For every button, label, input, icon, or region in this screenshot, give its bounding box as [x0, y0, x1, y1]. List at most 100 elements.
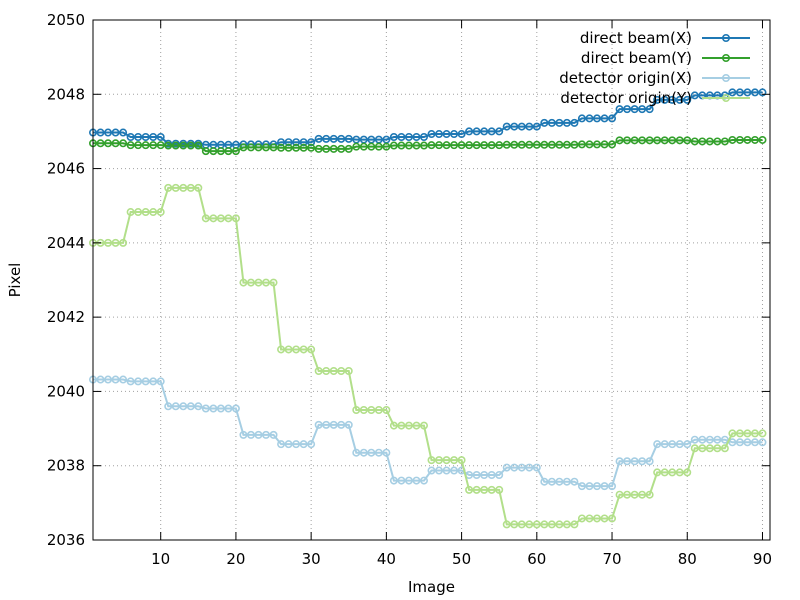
data-point	[660, 440, 669, 449]
data-point	[164, 141, 173, 150]
data-point	[638, 136, 647, 145]
data-point	[254, 430, 263, 439]
data-point	[735, 88, 744, 97]
data-point	[382, 448, 391, 457]
data-point	[412, 476, 421, 485]
data-point	[216, 147, 225, 156]
data-point	[638, 490, 647, 499]
data-point	[239, 430, 248, 439]
data-point	[292, 345, 301, 354]
data-point	[472, 470, 481, 479]
data-point	[194, 402, 203, 411]
data-point	[435, 141, 444, 150]
data-point	[269, 430, 278, 439]
data-point	[404, 133, 413, 142]
data-point	[284, 143, 293, 152]
data-point	[119, 375, 128, 384]
data-point	[292, 143, 301, 152]
data-point	[728, 135, 737, 144]
data-point	[299, 138, 308, 147]
data-point	[171, 141, 180, 150]
y-axis-title: Pixel	[6, 263, 24, 298]
data-point	[419, 141, 428, 150]
data-point	[134, 377, 143, 386]
data-point	[743, 438, 752, 447]
data-point	[104, 128, 113, 137]
data-point	[480, 141, 489, 150]
data-point	[487, 485, 496, 494]
data-point	[374, 448, 383, 457]
data-point	[134, 141, 143, 150]
data-point	[495, 127, 504, 136]
data-point	[435, 466, 444, 475]
data-point	[570, 477, 579, 486]
data-point	[600, 482, 609, 491]
data-point	[322, 420, 331, 429]
data-point	[442, 130, 451, 139]
data-point	[337, 134, 346, 143]
data-point	[96, 375, 105, 384]
data-point	[555, 118, 564, 127]
data-point	[231, 214, 240, 223]
x-axis-title: Image	[408, 578, 455, 596]
data-point	[224, 147, 233, 156]
data-point	[555, 477, 564, 486]
x-tick-label: 70	[602, 550, 621, 568]
data-point	[547, 118, 556, 127]
data-point	[164, 402, 173, 411]
data-point	[570, 520, 579, 529]
data-point	[201, 214, 210, 223]
data-point	[134, 208, 143, 217]
data-point	[750, 135, 759, 144]
data-point	[119, 139, 128, 148]
data-point	[284, 138, 293, 147]
data-point	[540, 140, 549, 149]
data-point	[547, 477, 556, 486]
data-point	[194, 141, 203, 150]
data-point	[382, 405, 391, 414]
data-point	[502, 122, 511, 131]
data-point	[352, 405, 361, 414]
y-tick-label: 2038	[47, 457, 85, 475]
data-point	[359, 405, 368, 414]
data-point	[630, 490, 639, 499]
data-point	[277, 138, 286, 147]
data-point	[638, 457, 647, 466]
plot-frame	[92, 19, 771, 541]
data-point	[457, 130, 466, 139]
data-point	[359, 448, 368, 457]
data-point	[262, 278, 271, 287]
data-point	[472, 141, 481, 150]
data-point	[517, 122, 526, 131]
data-point	[465, 141, 474, 150]
data-point	[186, 402, 195, 411]
data-point	[735, 429, 744, 438]
series-line	[93, 91, 763, 146]
data-point	[119, 238, 128, 247]
data-point	[367, 405, 376, 414]
data-point	[201, 404, 210, 413]
data-point	[502, 520, 511, 529]
data-point	[322, 366, 331, 375]
data-point	[502, 140, 511, 149]
data-point	[615, 105, 624, 114]
data-point	[480, 485, 489, 494]
data-point	[668, 95, 677, 104]
data-point	[540, 520, 549, 529]
data-point	[630, 105, 639, 114]
data-point	[525, 520, 534, 529]
data-point	[472, 127, 481, 136]
data-point	[186, 141, 195, 150]
data-point	[675, 440, 684, 449]
data-point	[239, 143, 248, 152]
data-point	[592, 140, 601, 149]
data-point	[585, 514, 594, 523]
data-point	[600, 114, 609, 123]
legend-label: direct beam(Y)	[581, 49, 692, 67]
data-point	[337, 366, 346, 375]
data-point	[668, 468, 677, 477]
data-point	[532, 520, 541, 529]
data-point	[96, 139, 105, 148]
data-point	[510, 122, 519, 131]
data-point	[254, 278, 263, 287]
